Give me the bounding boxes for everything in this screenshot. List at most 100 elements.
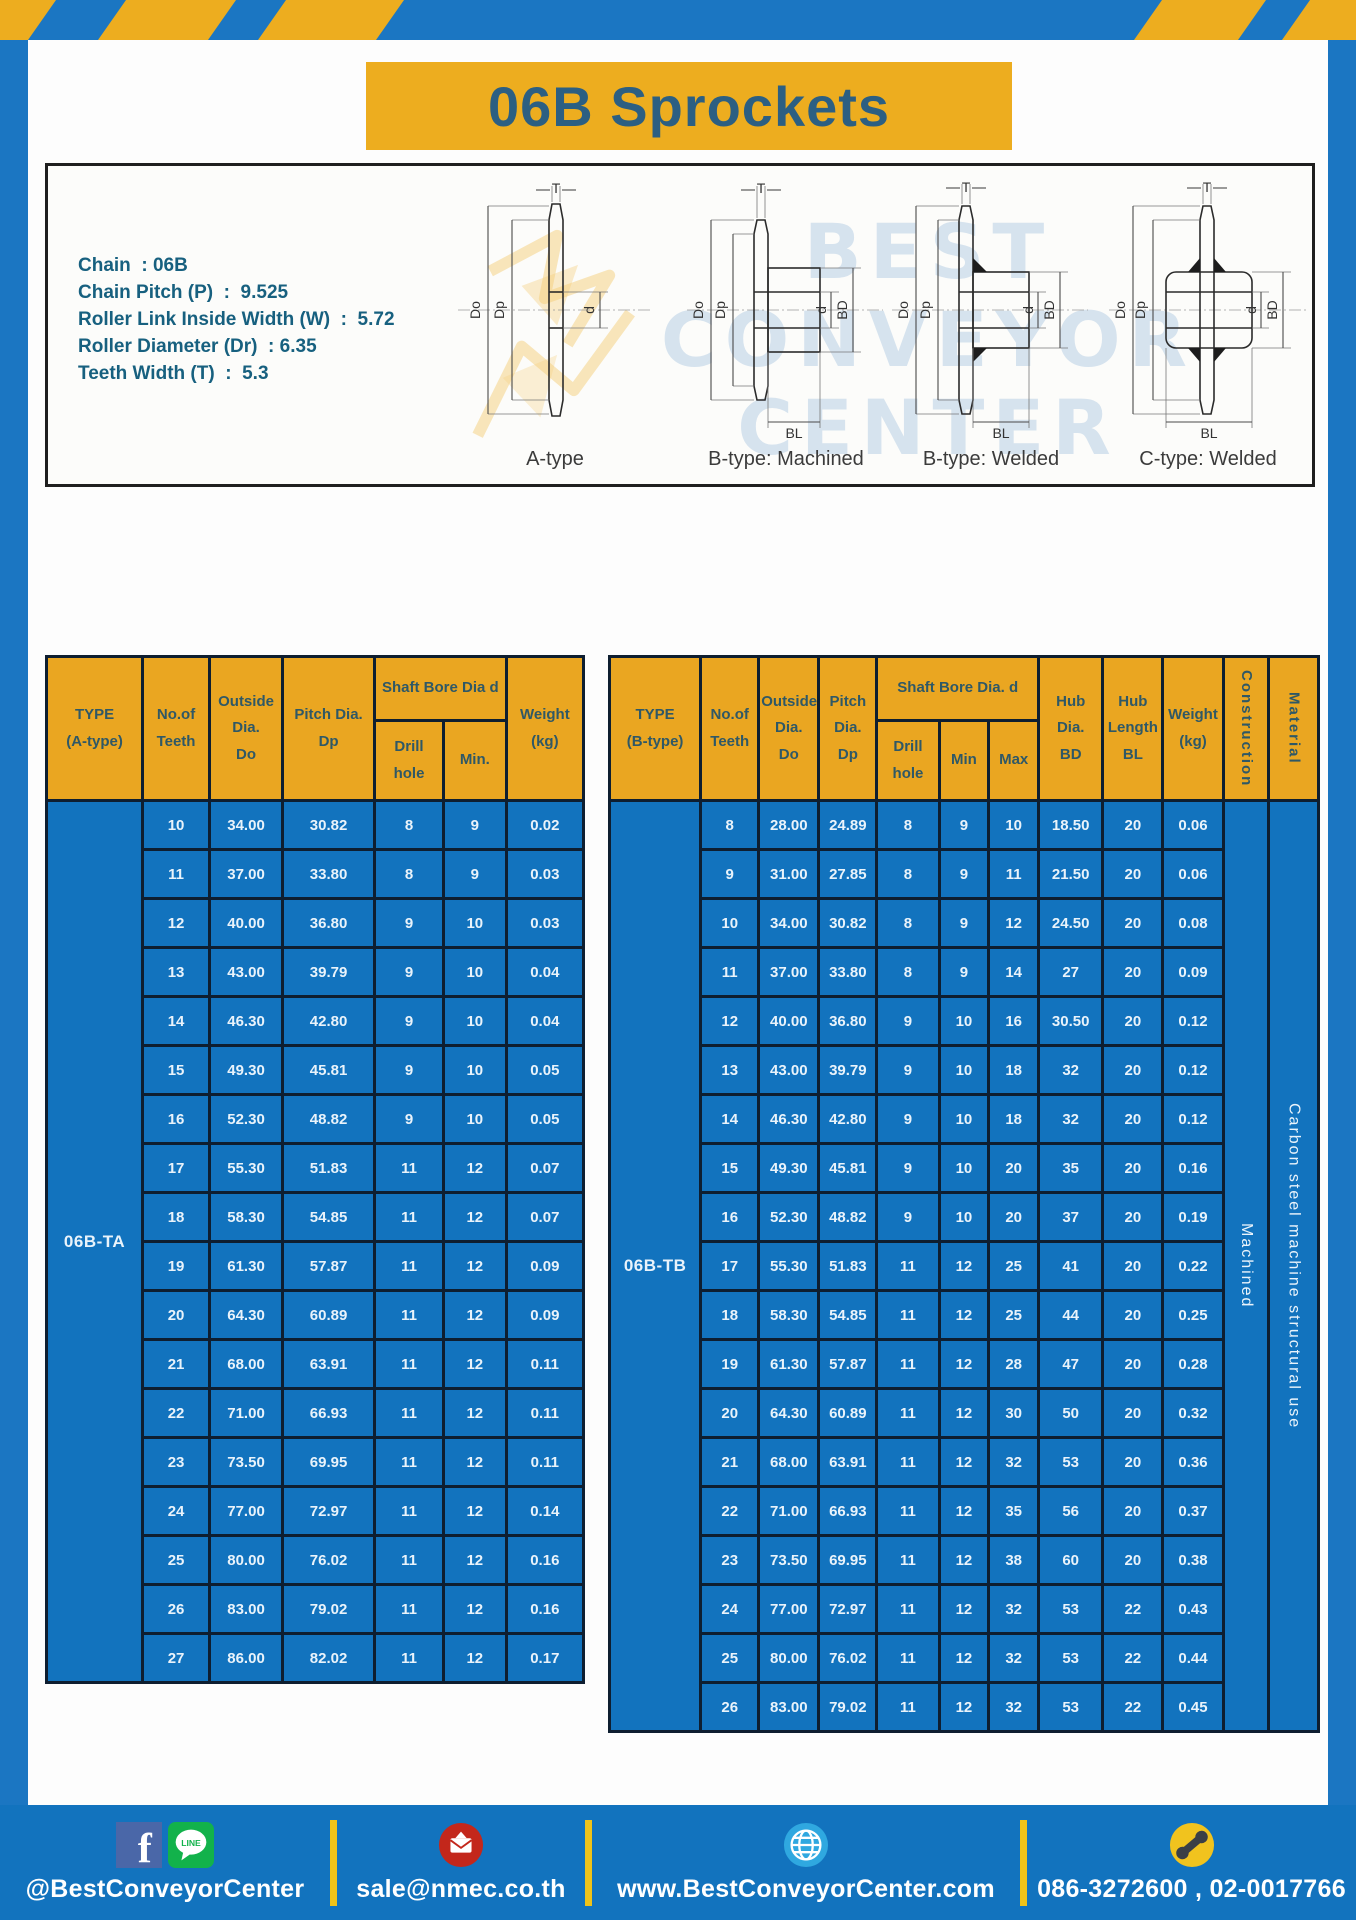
svg-text:Dp: Dp xyxy=(712,301,728,319)
table-cell: 30.50 xyxy=(1037,995,1105,1047)
table-cell: 9 xyxy=(937,799,991,851)
table-cell: 26 xyxy=(141,1583,211,1635)
table-cell: 80.00 xyxy=(207,1534,285,1586)
table-row: 14 46.30 42.80 9 10 18 32 20 0.12 xyxy=(610,1093,1319,1145)
table-cell: 11 xyxy=(373,1534,445,1586)
table-cell: 69.95 xyxy=(281,1436,377,1488)
table-cell: 27.85 xyxy=(817,848,879,900)
table-cell: 11 xyxy=(875,1436,941,1488)
footer-divider xyxy=(330,1819,337,1906)
website-url[interactable]: www.BestConveyorCenter.com xyxy=(617,1874,995,1903)
table-cell: 45.81 xyxy=(281,1044,377,1096)
table-cell: 12 xyxy=(937,1338,991,1390)
table-cell: 16 xyxy=(699,1191,761,1243)
table-cell: 49.30 xyxy=(757,1142,821,1194)
table-row: 24 77.00 72.97 11 12 32 53 22 0.43 xyxy=(610,1583,1319,1635)
table-cell: 20 xyxy=(1101,1044,1165,1096)
page-title: 06B Sprockets xyxy=(487,74,891,138)
table-cell: 0.32 xyxy=(1161,1387,1225,1439)
table-cell: 18.50 xyxy=(1037,799,1105,851)
table-cell: 9 xyxy=(875,1093,941,1145)
b-type-table-body: 06B-TB 8 28.00 24.89 8 9 10 18.50 20 0.06 Machined… xyxy=(607,799,1320,1733)
table-cell: 63.91 xyxy=(817,1436,879,1488)
table-cell: 20 xyxy=(1101,1338,1165,1390)
table-cell: 11 xyxy=(875,1485,941,1537)
table-row: 23 73.50 69.95 11 12 0.11 xyxy=(47,1436,586,1488)
table-cell: 52.30 xyxy=(207,1093,285,1145)
facebook-icon[interactable]: f xyxy=(116,1821,162,1868)
footer-contact-bar: f LINE @BestConveyorCenter sale@nmec.co.… xyxy=(0,1805,1356,1920)
table-cell: 20 xyxy=(1101,995,1165,1047)
stripe-decoration xyxy=(255,0,407,40)
table-cell: 20 xyxy=(1101,897,1165,949)
table-cell: 12 xyxy=(699,995,761,1047)
email-address[interactable]: sale@nmec.co.th xyxy=(356,1874,566,1903)
col-header-min: Min. xyxy=(441,719,508,802)
footer-divider xyxy=(1020,1819,1027,1906)
b-type-table: TYPE (B-type) No.of Teeth Outside Dia. D… xyxy=(607,655,1320,1733)
table-row: 20 64.30 60.89 11 12 0.09 xyxy=(47,1289,586,1341)
table-cell: 18 xyxy=(141,1191,211,1243)
table-row: 26 83.00 79.02 11 12 0.16 xyxy=(47,1583,586,1635)
phone-numbers[interactable]: 086-3272600 , 02-0017766 xyxy=(1037,1874,1346,1903)
table-cell: 22 xyxy=(141,1387,211,1439)
table-cell: 0.19 xyxy=(1161,1191,1225,1243)
table-cell: 11 xyxy=(875,1387,941,1439)
table-cell: 37 xyxy=(1037,1191,1105,1243)
col-header-outside-dia: Outside Dia. Do xyxy=(207,655,285,802)
table-cell: 8 xyxy=(699,799,761,851)
mail-icon[interactable] xyxy=(438,1822,484,1868)
table-row: 12 40.00 36.80 9 10 16 30.50 20 0.12 xyxy=(610,995,1319,1047)
table-cell: 76.02 xyxy=(817,1632,879,1684)
table-cell: 0.11 xyxy=(504,1387,586,1439)
svg-text:BL: BL xyxy=(992,425,1009,440)
table-cell: 14 xyxy=(141,995,211,1047)
table-cell: 60 xyxy=(1037,1534,1105,1586)
table-cell: 57.87 xyxy=(281,1240,377,1292)
col-header-hub-dia: Hub Dia. BD xyxy=(1037,655,1105,802)
svg-text:BL: BL xyxy=(785,425,802,440)
table-cell: 32 xyxy=(987,1681,1041,1733)
table-cell: 10 xyxy=(441,946,508,998)
table-cell: 47 xyxy=(1037,1338,1105,1390)
table-cell: 53 xyxy=(1037,1436,1105,1488)
table-cell: 42.80 xyxy=(817,1093,879,1145)
chain-specs: Chain : 06B Chain Pitch (P) : 9.525 Roll… xyxy=(78,252,395,387)
table-cell: 0.09 xyxy=(504,1289,586,1341)
table-cell: 20 xyxy=(1101,946,1165,998)
table-cell: 12 xyxy=(937,1681,991,1733)
table-cell: 25 xyxy=(987,1240,1041,1292)
table-cell: 34.00 xyxy=(757,897,821,949)
table-cell: 12 xyxy=(441,1191,508,1243)
table-cell: 11 xyxy=(373,1191,445,1243)
table-cell: 33.80 xyxy=(817,946,879,998)
table-cell: 44 xyxy=(1037,1289,1105,1341)
table-row: 23 73.50 69.95 11 12 38 60 20 0.38 xyxy=(610,1534,1319,1586)
table-cell: 80.00 xyxy=(757,1632,821,1684)
table-cell: 22 xyxy=(1101,1632,1165,1684)
footer-website: www.BestConveyorCenter.com xyxy=(592,1805,1020,1920)
svg-text:Do: Do xyxy=(1112,301,1128,319)
table-cell: 20 xyxy=(1101,799,1165,851)
table-cell: 11 xyxy=(373,1436,445,1488)
facebook-handle[interactable]: @BestConveyorCenter xyxy=(25,1874,305,1903)
table-cell: 64.30 xyxy=(757,1387,821,1439)
table-row: 12 40.00 36.80 9 10 0.03 xyxy=(47,897,586,949)
table-cell: 0.37 xyxy=(1161,1485,1225,1537)
phone-icon[interactable] xyxy=(1169,1822,1215,1868)
svg-text:BD: BD xyxy=(1264,300,1280,319)
table-cell: 0.45 xyxy=(1161,1681,1225,1733)
table-cell: 0.16 xyxy=(504,1583,586,1635)
c-type-welded-drawing: T Do Dp d BD BL xyxy=(1109,180,1307,440)
table-cell: 20 xyxy=(699,1387,761,1439)
table-cell: 0.03 xyxy=(504,897,586,949)
table-cell: 12 xyxy=(441,1338,508,1390)
globe-icon[interactable] xyxy=(783,1822,829,1868)
svg-text:Do: Do xyxy=(895,301,911,319)
table-cell: 9 xyxy=(875,1191,941,1243)
table-cell: 40.00 xyxy=(207,897,285,949)
table-cell: 0.07 xyxy=(504,1142,586,1194)
line-icon[interactable]: LINE xyxy=(168,1821,214,1868)
table-cell: 10 xyxy=(937,1142,991,1194)
